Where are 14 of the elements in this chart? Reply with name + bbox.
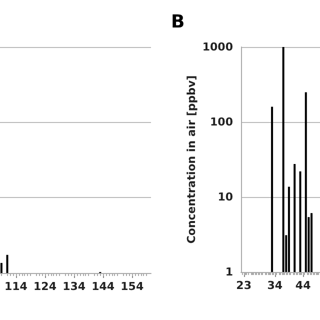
y-tick-label: 1000 (202, 40, 234, 54)
x-tick-label: 144 (92, 280, 115, 293)
x-tick-label: 44 (295, 279, 312, 292)
chart-title: B (171, 12, 185, 32)
x-tick-label: 114 (4, 280, 28, 293)
y-tick-label: 1 (225, 266, 233, 278)
y-tick-label: 100 (210, 116, 234, 128)
x-tick-label: 154 (120, 280, 144, 293)
y-axis-title: Concentration in air [ppbv] (185, 75, 198, 244)
x-tick-label: 34 (267, 279, 283, 292)
x-tick-label: 23 (236, 279, 252, 292)
x-tick-label: 134 (62, 280, 86, 293)
x-tick-label: 124 (34, 280, 57, 293)
y-tick-label: 10 (218, 190, 234, 204)
